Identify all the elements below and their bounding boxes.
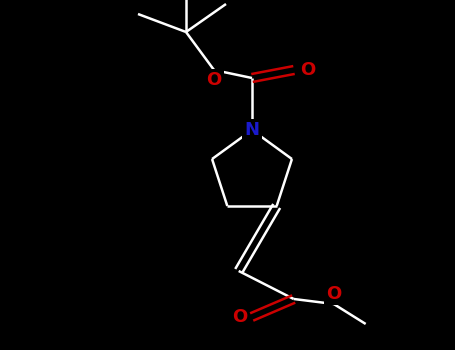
Text: O: O	[300, 61, 316, 79]
Text: N: N	[244, 121, 259, 139]
Text: O: O	[207, 71, 222, 89]
Text: O: O	[326, 285, 341, 303]
Text: O: O	[232, 308, 248, 326]
